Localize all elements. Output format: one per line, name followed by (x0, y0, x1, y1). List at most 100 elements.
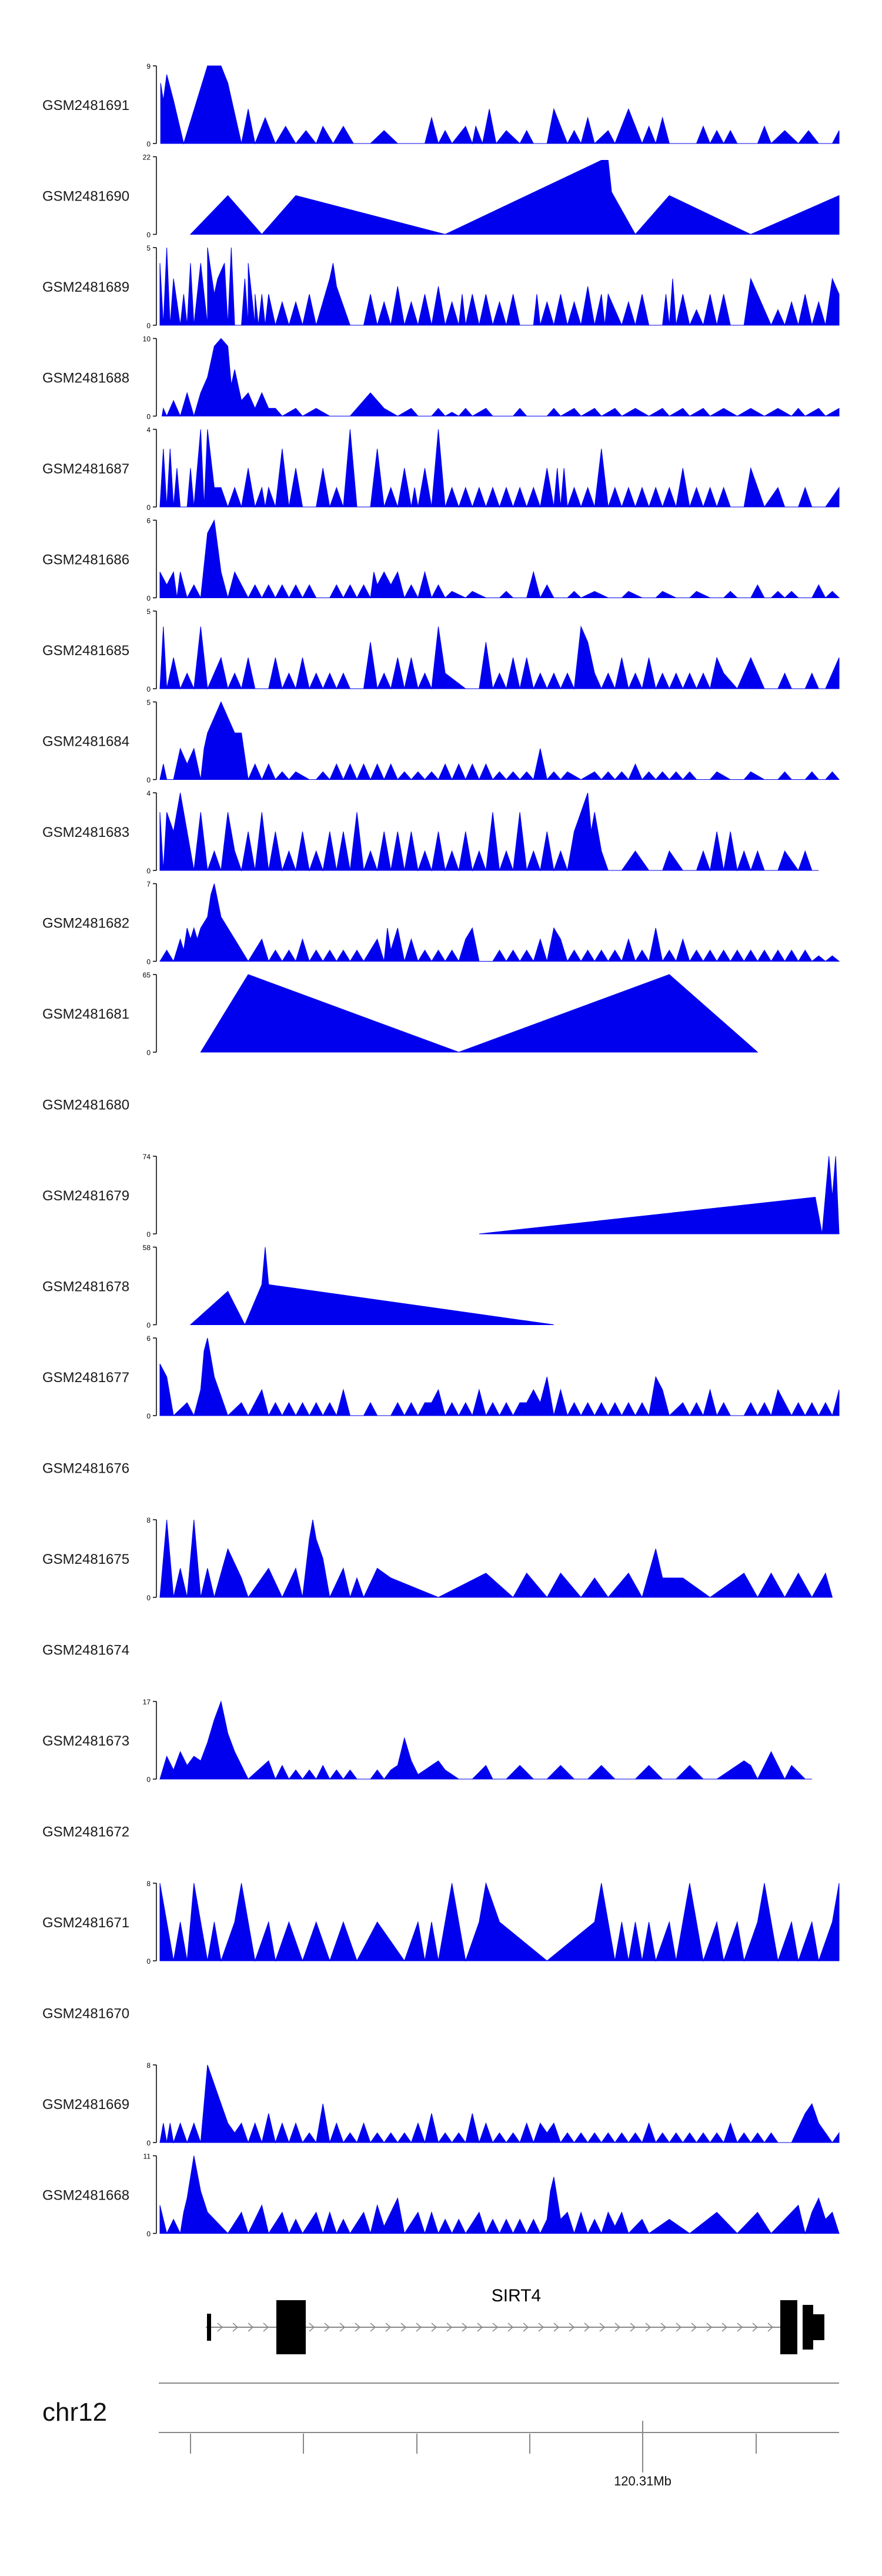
strand-arrow (263, 2323, 269, 2332)
y-tick-label-max: 8 (146, 1880, 151, 1888)
track-gsm2481675: GSM2481675 8 0 (42, 1516, 833, 1602)
y-tick-label-min: 0 (146, 231, 151, 239)
track-gsm2481683: GSM2481683 4 0 (42, 789, 819, 875)
track-label: GSM2481687 (42, 461, 129, 477)
y-tick-label-max: 65 (143, 971, 151, 979)
track-gsm2481674: GSM2481674 (42, 1643, 129, 1659)
gene-exon-utr (813, 2314, 824, 2340)
track-gsm2481680: GSM2481680 (42, 1097, 129, 1113)
y-tick-label-max: 8 (146, 2061, 151, 2070)
strand-arrow (737, 2323, 743, 2332)
y-tick-label-max: 8 (146, 1516, 151, 1524)
track-label: GSM2481681 (42, 1006, 129, 1022)
y-tick-label-max: 7 (146, 880, 151, 889)
strand-arrow (660, 2323, 667, 2332)
track-gsm2481690: GSM2481690 22 0 (42, 154, 840, 239)
strand-arrow (324, 2323, 330, 2332)
coverage-area (159, 429, 840, 508)
track-gsm2481687: GSM2481687 4 0 (42, 426, 840, 512)
track-label: GSM2481668 (42, 2188, 129, 2204)
track-label: GSM2481678 (42, 1279, 129, 1295)
y-tick-label-max: 74 (143, 1153, 151, 1161)
track-label: GSM2481670 (42, 2006, 129, 2022)
coverage-area (161, 338, 840, 418)
track-gsm2481670: GSM2481670 (42, 2006, 129, 2022)
coverage-area (159, 625, 840, 690)
y-tick-label-min: 0 (146, 140, 151, 148)
y-tick-label-min: 0 (146, 413, 151, 421)
y-tick-label-min: 0 (146, 1594, 151, 1602)
track-label: GSM2481677 (42, 1370, 129, 1386)
strand-arrow (339, 2323, 346, 2332)
track-gsm2481686: GSM2481686 6 0 (42, 517, 840, 603)
track-gsm2481671: GSM2481671 8 0 (42, 1880, 840, 1966)
track-label: GSM2481682 (42, 916, 129, 932)
track-label: GSM2481669 (42, 2097, 129, 2113)
coverage-area (160, 65, 840, 145)
strand-arrow (691, 2323, 697, 2332)
strand-arrow (248, 2323, 254, 2332)
coverage-area (189, 160, 840, 235)
strand-arrow (492, 2323, 499, 2332)
strand-arrow (507, 2323, 514, 2332)
strand-arrow (569, 2323, 575, 2332)
y-tick-label-max: 5 (146, 699, 151, 707)
track-gsm2481669: GSM2481669 8 0 (42, 2061, 840, 2147)
strand-arrow (477, 2323, 483, 2332)
strand-arrow (538, 2323, 544, 2332)
track-label: GSM2481673 (42, 1733, 129, 1749)
gene-exon-utr (207, 2314, 211, 2341)
track-gsm2481672: GSM2481672 (42, 1824, 129, 1840)
strand-arrow (706, 2323, 713, 2332)
track-label: GSM2481689 (42, 279, 129, 295)
y-tick-label-max: 22 (143, 154, 151, 162)
track-label: GSM2481671 (42, 1915, 129, 1931)
track-gsm2481673: GSM2481673 17 0 (42, 1698, 812, 1784)
strand-arrow (630, 2323, 636, 2332)
gene-model: SIRT4 (206, 2286, 824, 2354)
track-label: GSM2481691 (42, 98, 129, 114)
y-tick-label-max: 5 (146, 608, 151, 616)
chromosome-label: chr12 (42, 2398, 107, 2427)
track-gsm2481691: GSM2481691 9 0 (42, 62, 840, 148)
y-tick-label-min: 0 (146, 867, 151, 875)
y-tick-label-max: 4 (146, 426, 151, 434)
coverage-area (159, 2155, 840, 2235)
y-tick-label-min: 0 (146, 1776, 151, 1784)
strand-arrow (523, 2323, 529, 2332)
track-label: GSM2481675 (42, 1551, 129, 1567)
y-tick-label-min: 0 (146, 2230, 151, 2238)
y-tick-label-max: 6 (146, 1334, 151, 1343)
y-tick-label-min: 0 (146, 1412, 151, 1420)
gene-exon (276, 2300, 306, 2354)
strand-arrow (553, 2323, 560, 2332)
track-label: GSM2481676 (42, 1461, 129, 1477)
strand-arrow (309, 2323, 315, 2332)
track-gsm2481676: GSM2481676 (42, 1461, 129, 1477)
y-tick-label-max: 5 (146, 244, 151, 252)
coverage-area (159, 883, 840, 962)
strand-arrow (676, 2323, 682, 2332)
y-tick-label-max: 4 (146, 789, 151, 798)
track-label: GSM2481679 (42, 1188, 129, 1204)
track-gsm2481684: GSM2481684 5 0 (42, 699, 840, 785)
track-label: GSM2481688 (42, 371, 129, 386)
track-label: GSM2481680 (42, 1097, 129, 1113)
y-tick-label-min: 0 (146, 322, 151, 330)
track-label: GSM2481672 (42, 1824, 129, 1840)
y-tick-label-max: 11 (143, 2153, 151, 2161)
strand-arrow (385, 2323, 392, 2332)
track-label: GSM2481674 (42, 1643, 129, 1659)
strand-arrow (721, 2323, 728, 2332)
strand-arrow (462, 2323, 468, 2332)
gene-label: SIRT4 (492, 2286, 541, 2305)
strand-arrow (446, 2323, 453, 2332)
track-gsm2481689: GSM2481689 5 0 (42, 244, 840, 330)
genome-tick-label: 120.31Mb (614, 2474, 671, 2488)
y-tick-label-min: 0 (146, 1230, 151, 1239)
coverage-area (159, 519, 840, 599)
coverage-area (159, 1337, 840, 1417)
coverage-area (159, 1519, 833, 1599)
track-label: GSM2481685 (42, 643, 129, 659)
